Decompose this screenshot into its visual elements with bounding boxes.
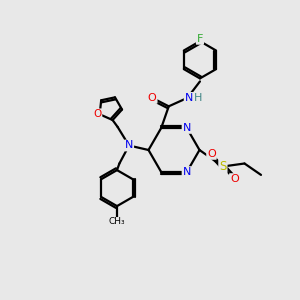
Text: O: O [148, 93, 157, 103]
Text: N: N [185, 93, 193, 103]
Text: N: N [125, 140, 133, 151]
Text: N: N [183, 167, 191, 177]
Text: H: H [194, 93, 202, 103]
Text: N: N [183, 123, 191, 133]
Text: O: O [230, 174, 239, 184]
Text: S: S [219, 160, 226, 173]
Text: F: F [197, 34, 203, 44]
Text: O: O [93, 109, 101, 119]
Text: O: O [207, 149, 216, 159]
Text: CH₃: CH₃ [109, 218, 125, 226]
